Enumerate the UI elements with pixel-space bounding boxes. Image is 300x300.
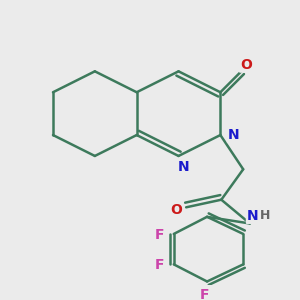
- Text: O: O: [171, 203, 183, 217]
- Text: F: F: [200, 288, 209, 300]
- Text: N: N: [247, 209, 259, 223]
- Text: F: F: [155, 258, 164, 272]
- Text: H: H: [260, 209, 270, 222]
- Text: F: F: [155, 228, 164, 242]
- Text: N: N: [228, 128, 239, 142]
- Text: O: O: [240, 58, 252, 72]
- Text: N: N: [178, 160, 189, 174]
